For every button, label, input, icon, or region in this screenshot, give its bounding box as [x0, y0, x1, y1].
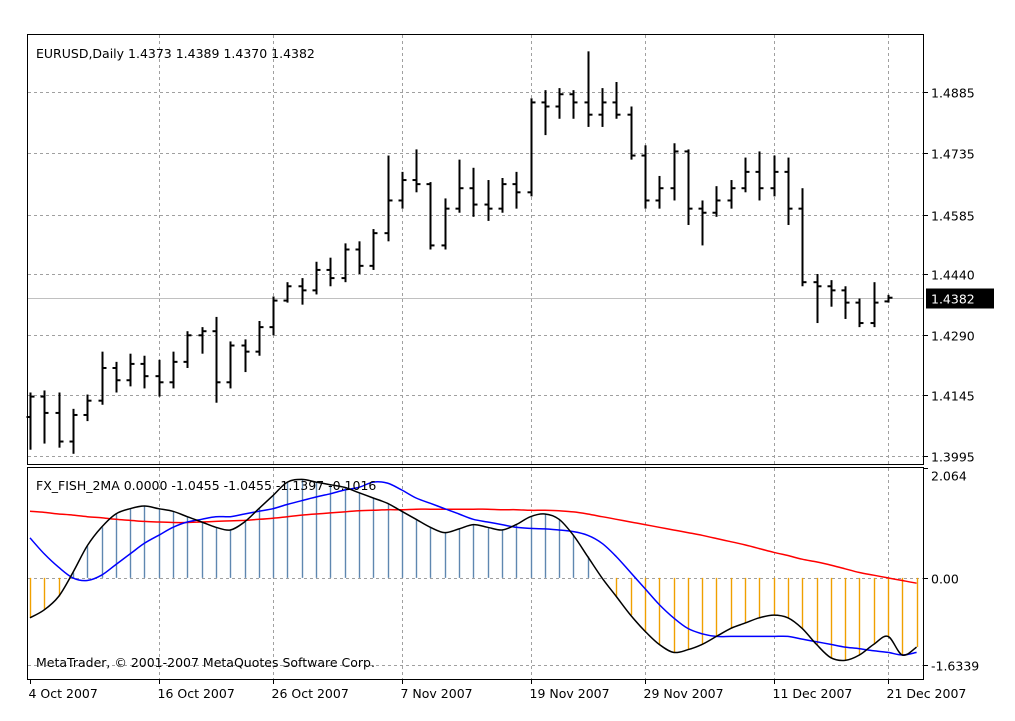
- ohlc-bar: [312, 261, 321, 295]
- price-axis: 1.4885 1.4735 1.4585 1.4440 1.4290 1.4145 1.39…: [923, 86, 994, 674]
- ohlc-bar: [226, 341, 235, 389]
- x-tick-label: 16 Oct 2007: [158, 686, 235, 701]
- ohlc-bar: [755, 151, 764, 201]
- y-tick-label: -1.6339: [931, 659, 979, 674]
- ohlc-bar: [741, 157, 750, 193]
- y-tick-label: 1.4145: [931, 389, 975, 404]
- ohlc-bar: [298, 278, 307, 305]
- ohlc-bar: [355, 241, 364, 275]
- time-axis: 4 Oct 2007 16 Oct 2007 26 Oct 2007 7 Nov 20…: [29, 679, 967, 701]
- ohlc-bar: [455, 159, 464, 213]
- y-tick-label: 1.3995: [931, 450, 975, 465]
- fisher-line: [29, 478, 918, 662]
- ohlc-bar: [426, 182, 435, 250]
- ohlc-bar: [140, 355, 149, 389]
- ohlc-bar: [484, 180, 493, 221]
- fast-ma-line: [29, 480, 917, 656]
- ohlc-bar: [398, 171, 407, 209]
- ohlc-bar: [498, 178, 507, 213]
- ohlc-bar: [98, 351, 107, 405]
- ohlc-bar: [255, 321, 264, 356]
- ohlc-bar: [155, 359, 164, 397]
- ohlc-bar: [83, 394, 92, 422]
- ohlc-bar: [55, 392, 64, 448]
- x-tick-label: 11 Dec 2007: [773, 686, 853, 701]
- indicator-header: FX_FISH_2MA 0.0000 -1.0455 -1.0455 -1.13…: [36, 478, 376, 493]
- y-tick-label: 1.4885: [931, 86, 975, 101]
- y-tick-label: 0.00: [931, 572, 959, 587]
- ohlc-bar: [712, 186, 721, 217]
- y-tick-label: 1.4735: [931, 147, 975, 162]
- ohlc-bar: [441, 198, 450, 250]
- ohlc-bar: [884, 294, 893, 303]
- indicator-panel-frame: [27, 467, 924, 680]
- main-grid: [28, 35, 923, 464]
- ohlc-bar: [69, 408, 78, 454]
- ohlc-bar: [641, 145, 650, 209]
- main-panel-frame: [27, 34, 924, 465]
- ohlc-bar: [684, 149, 693, 225]
- copyright-footer: MetaTrader, © 2001-2007 MetaQuotes Softw…: [36, 655, 375, 670]
- y-tick-label: 2.064: [931, 469, 967, 484]
- ohlc-bar: [541, 90, 550, 136]
- ohlc-bar: [212, 316, 221, 403]
- ohlc-bar: [627, 106, 636, 160]
- y-tick-label: 1.4585: [931, 209, 975, 224]
- ohlc-bar: [555, 88, 564, 119]
- ohlc-bar: [569, 90, 578, 119]
- ohlc-bar: [469, 167, 478, 217]
- x-tick-label: 19 Nov 2007: [530, 686, 610, 701]
- indicator-lines: [29, 478, 918, 662]
- ohlc-bar: [412, 149, 421, 193]
- ohlc-bar: [612, 81, 621, 119]
- ohlc-bar: [126, 353, 135, 387]
- current-price-box: [926, 288, 994, 309]
- x-tick-label: 29 Nov 2007: [644, 686, 724, 701]
- ohlc-bar: [584, 51, 593, 127]
- x-tick-label: 7 Nov 2007: [401, 686, 473, 701]
- slow-ma-line: [29, 508, 917, 584]
- ohlc-bar: [870, 282, 879, 328]
- ohlc-bar: [198, 327, 207, 354]
- ohlc-bars: [26, 51, 893, 454]
- ohlc-bar: [784, 157, 793, 225]
- ohlc-bar: [770, 155, 779, 197]
- ohlc-bar: [326, 257, 335, 287]
- ohlc-bar: [369, 229, 378, 270]
- main-chart-header: EURUSD,Daily 1.4373 1.4389 1.4370 1.4382: [36, 46, 315, 61]
- ohlc-bar: [527, 98, 536, 197]
- y-tick-label: 1.4440: [931, 268, 975, 283]
- ohlc-bar: [283, 282, 292, 303]
- ohlc-bar: [112, 361, 121, 393]
- current-price-label: 1.4382: [931, 292, 975, 307]
- ohlc-bar: [26, 392, 35, 450]
- ohlc-bar: [598, 88, 607, 127]
- ohlc-bar: [655, 175, 664, 209]
- ohlc-bar: [512, 171, 521, 209]
- ohlc-bar: [813, 274, 822, 324]
- y-tick-label: 1.4290: [931, 329, 975, 344]
- ohlc-bar: [670, 143, 679, 201]
- ohlc-bar: [384, 155, 393, 242]
- ohlc-bar: [827, 280, 836, 307]
- ohlc-bar: [169, 351, 178, 389]
- x-tick-label: 21 Dec 2007: [887, 686, 967, 701]
- histogram: [29, 479, 919, 661]
- ohlc-bar: [269, 296, 278, 336]
- ohlc-bar: [241, 339, 250, 373]
- x-tick-label: 4 Oct 2007: [29, 686, 98, 701]
- x-tick-label: 26 Oct 2007: [272, 686, 349, 701]
- ohlc-bar: [40, 390, 49, 444]
- ohlc-bar: [341, 243, 350, 283]
- ohlc-bar: [727, 180, 736, 209]
- ohlc-bar: [841, 286, 850, 319]
- ohlc-bar: [183, 331, 192, 368]
- ohlc-bar: [698, 200, 707, 246]
- ohlc-bar: [798, 188, 807, 287]
- ohlc-bar: [855, 298, 864, 328]
